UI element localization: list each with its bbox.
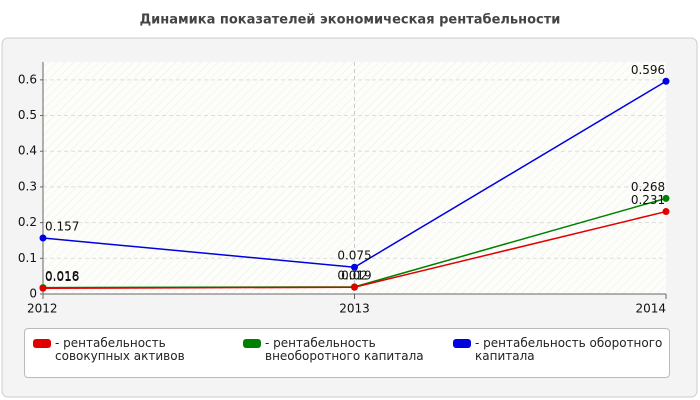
data-label: 0.596 bbox=[631, 63, 665, 77]
data-label: 0.075 bbox=[337, 249, 371, 263]
legend-item: - рентабельность внеоборотного капитала bbox=[243, 337, 453, 377]
legend-item: - рентабельность оборотного капитала bbox=[453, 337, 663, 377]
y-tick-label: 0.2 bbox=[18, 215, 37, 229]
y-tick-label: 0.6 bbox=[18, 72, 37, 86]
legend-label: - рентабельность внеоборотного капитала bbox=[265, 336, 424, 363]
legend-item: - рентабельность совокупных активов bbox=[33, 337, 243, 377]
legend-label: - рентабельность оборотного капитала bbox=[475, 336, 663, 363]
y-tick-label: 0.4 bbox=[18, 144, 37, 158]
point bbox=[351, 283, 358, 291]
y-tick-label: 0.3 bbox=[18, 179, 37, 193]
chart-title: Динамика показателей экономическая рента… bbox=[140, 13, 561, 28]
point bbox=[351, 263, 358, 271]
legend-swatch bbox=[243, 339, 261, 348]
y-tick-label: 0 bbox=[29, 287, 37, 301]
data-label: 0.019 bbox=[337, 269, 371, 283]
data-label: 0.157 bbox=[45, 219, 79, 233]
data-label: 0.231 bbox=[631, 193, 665, 207]
x-tick-label: 2013 bbox=[339, 302, 370, 316]
legend-swatch bbox=[33, 339, 51, 348]
x-tick-label: 2012 bbox=[27, 302, 58, 316]
legend: - рентабельность совокупных активов - рен… bbox=[24, 328, 670, 378]
data-label: 0.02 bbox=[341, 268, 368, 282]
legend-swatch bbox=[453, 339, 471, 348]
x-tick-label: 2014 bbox=[635, 302, 666, 316]
data-label: 0.268 bbox=[631, 180, 665, 194]
point bbox=[39, 234, 47, 242]
y-tick-label: 0.5 bbox=[18, 108, 37, 122]
data-label: 0.016 bbox=[45, 270, 79, 284]
legend-label: - рентабельность совокупных активов bbox=[55, 336, 185, 363]
point bbox=[662, 208, 670, 216]
point bbox=[662, 194, 670, 202]
point bbox=[662, 77, 670, 85]
data-label: 0.018 bbox=[45, 269, 79, 283]
y-tick-label: 0.1 bbox=[18, 251, 37, 265]
point bbox=[39, 284, 47, 292]
